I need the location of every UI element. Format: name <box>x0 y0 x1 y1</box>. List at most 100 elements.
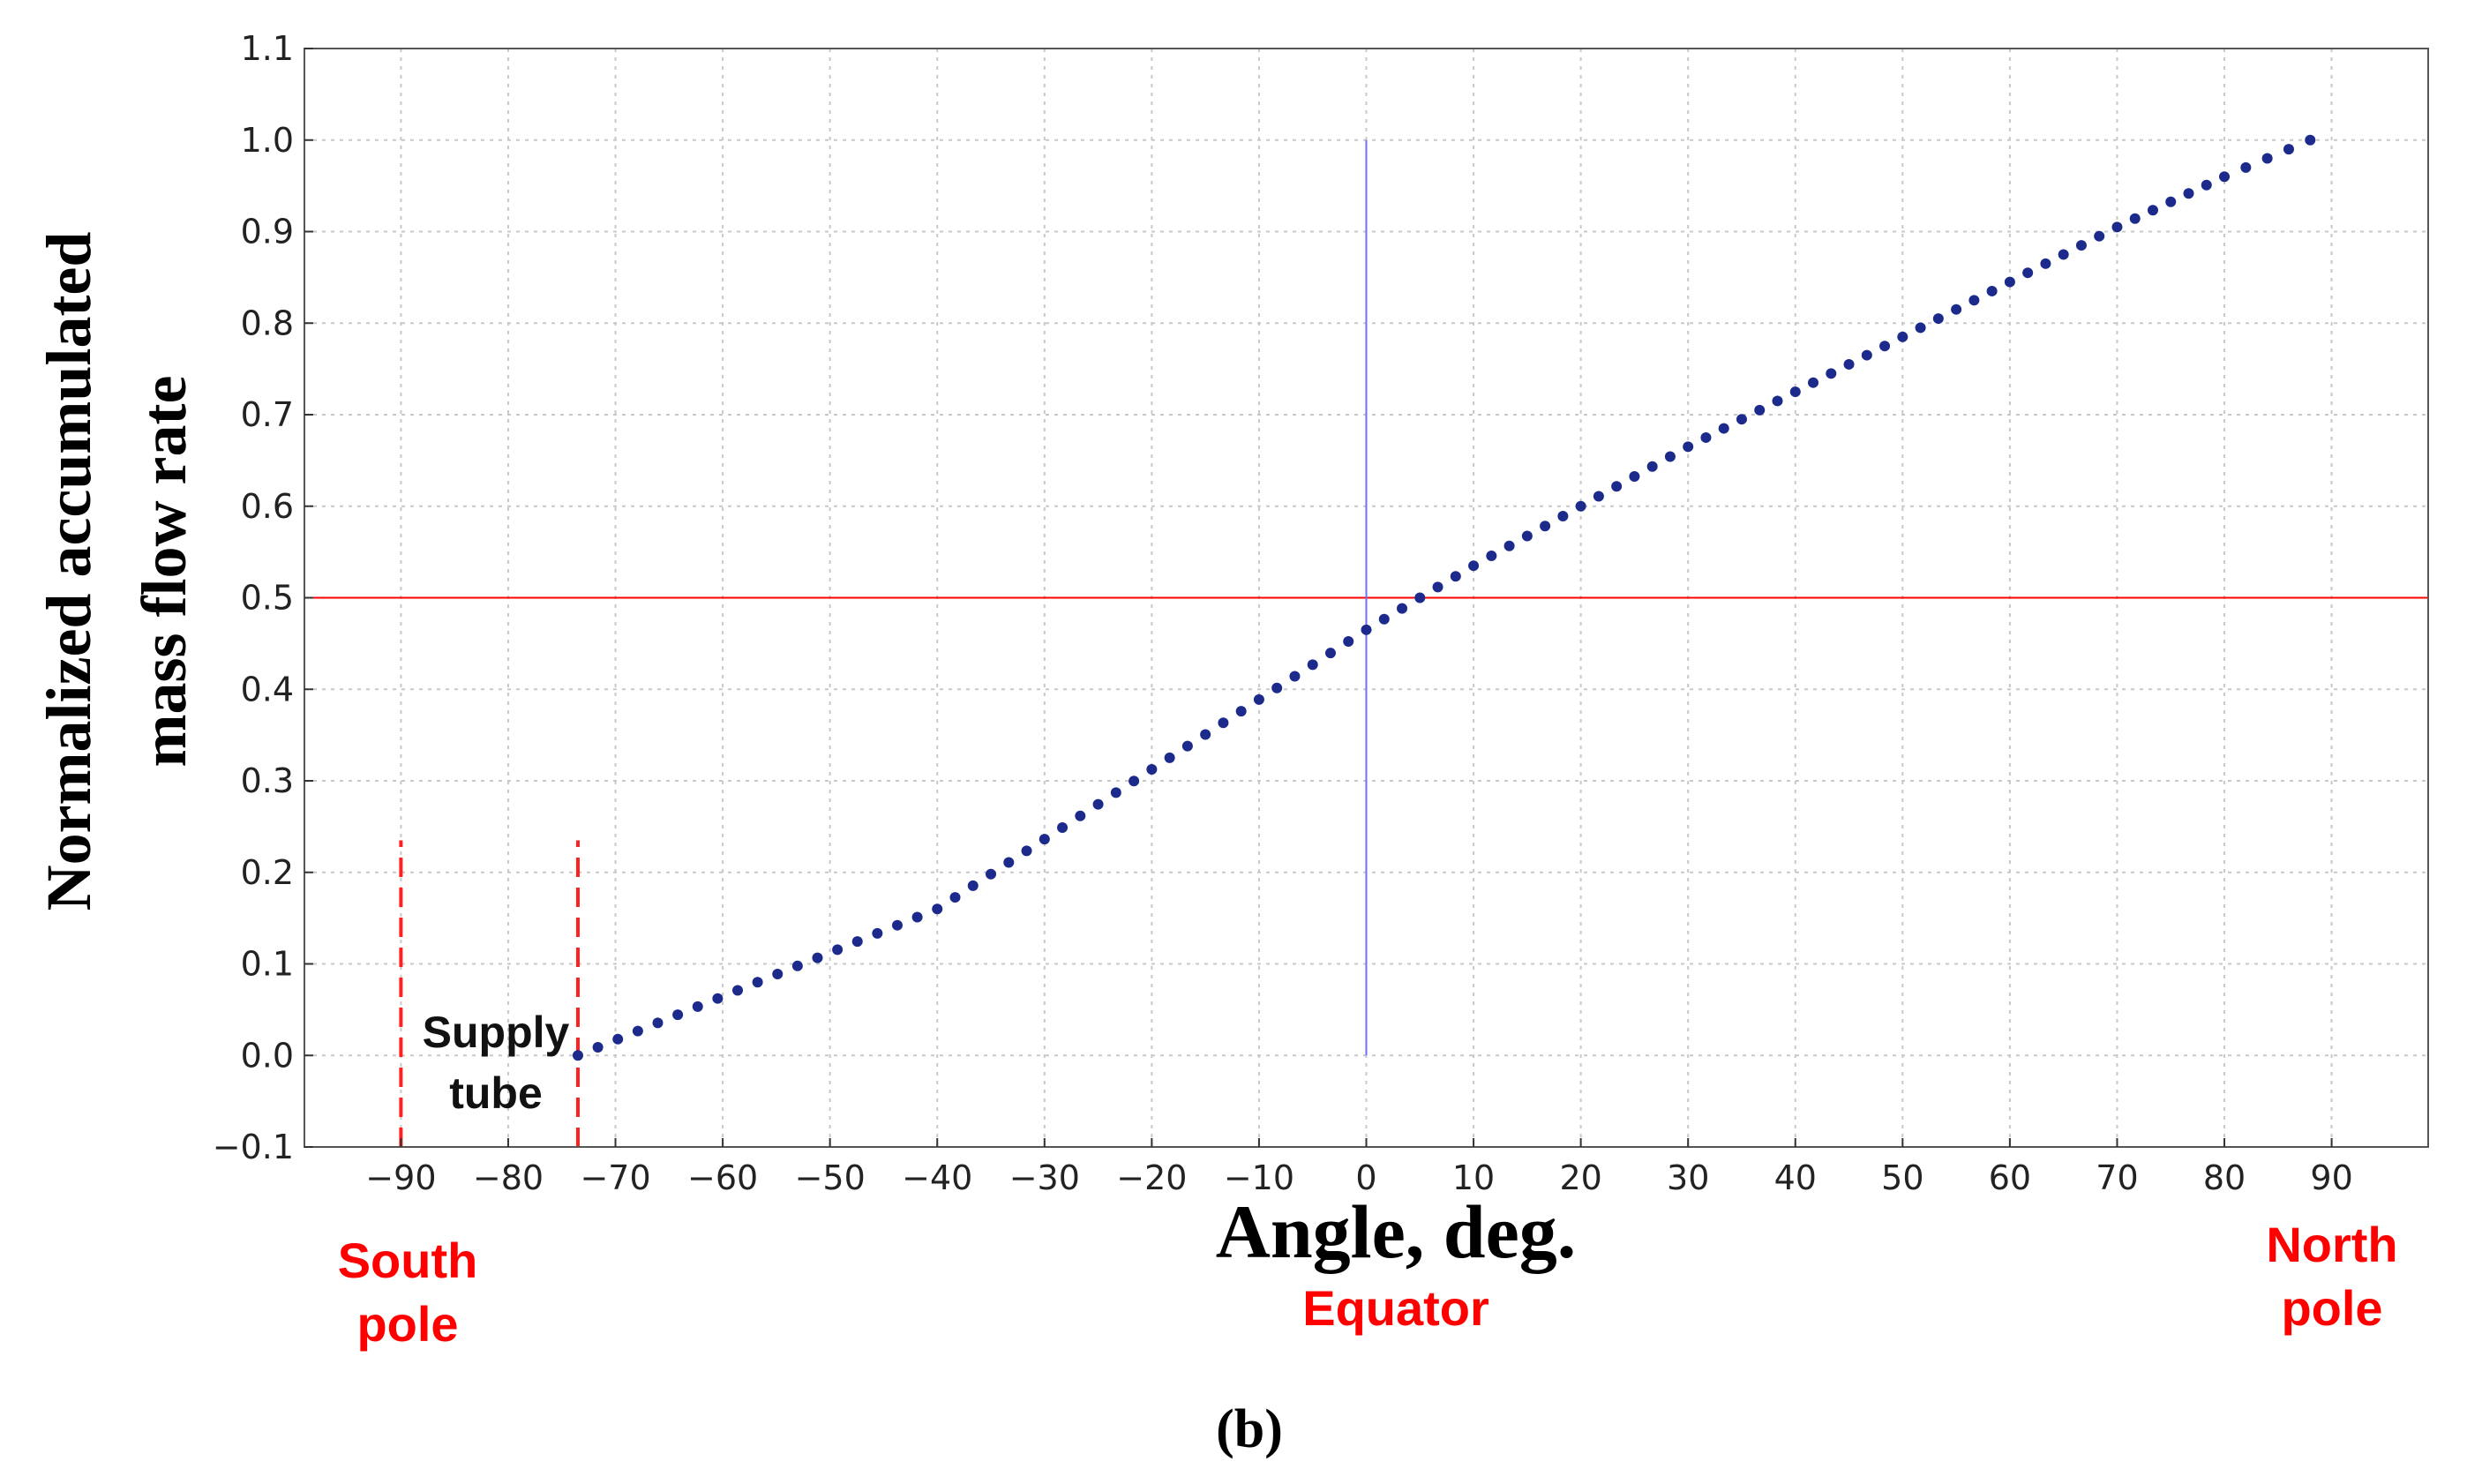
reference-lines <box>304 139 2428 1147</box>
curve-dot <box>1986 285 1998 296</box>
data-point <box>1789 386 1801 398</box>
curve-dot <box>2261 153 2273 164</box>
data-point <box>1897 331 1908 342</box>
curve-dot <box>692 1001 703 1012</box>
x-tick-label: 20 <box>1559 1158 1601 1197</box>
supply-tube-line-2: tube <box>449 1068 543 1118</box>
y-tick-label: 0.4 <box>241 670 294 708</box>
x-tick-label: 10 <box>1452 1158 1495 1197</box>
curve-dot <box>1486 550 1497 561</box>
curve-dot <box>2058 249 2069 260</box>
data-point <box>1468 560 1480 572</box>
curve-dot <box>812 952 823 963</box>
curve-dot <box>1932 313 1944 325</box>
curve-dot <box>1218 717 1229 729</box>
x-tick-label: −10 <box>1224 1158 1294 1197</box>
curve-dot <box>1772 395 1783 407</box>
curve-dot <box>1450 571 1461 582</box>
supply-tube-annotation: Supply tube <box>423 1008 570 1118</box>
curve-dot <box>851 936 863 948</box>
curve-dot <box>986 868 997 880</box>
curve-dot <box>872 927 883 939</box>
curve-dot <box>1414 592 1426 603</box>
north-pole-line-2: pole <box>2281 1280 2382 1336</box>
curve-dot <box>731 985 743 996</box>
curve-dot <box>2040 258 2051 269</box>
x-tick-label: 70 <box>2096 1158 2138 1197</box>
curve-dot <box>1861 349 1872 361</box>
y-tick-label: 0.9 <box>241 213 294 251</box>
curve-dot <box>1593 491 1604 502</box>
data-point <box>572 1050 583 1061</box>
curve-dot <box>1181 740 1193 752</box>
y-tick-label: 1.0 <box>241 121 294 160</box>
supply-tube-line-1: Supply <box>423 1008 570 1057</box>
curve-dot <box>2075 240 2087 251</box>
y-tick-label: 0.0 <box>241 1036 294 1075</box>
equator-label: Equator <box>1302 1280 1489 1336</box>
data-point <box>1361 624 1372 635</box>
south-pole-line-2: pole <box>356 1296 458 1352</box>
x-axis-title: Angle, deg. <box>1216 1189 1577 1274</box>
curve-dot <box>1235 706 1247 717</box>
y-axis-title-line-1: Normalized accumulated <box>34 232 104 911</box>
x-tick-label: 50 <box>1881 1158 1923 1197</box>
curve-dot <box>1521 530 1533 542</box>
curve-dot <box>1629 471 1640 483</box>
curve-dot <box>752 977 763 988</box>
curve-dot <box>1503 540 1515 551</box>
y-tick-label: 0.6 <box>241 487 294 526</box>
equator-annotation: Equator <box>1302 1280 1489 1336</box>
x-tick-label: 0 <box>1355 1158 1376 1197</box>
curve-dot <box>1646 461 1658 472</box>
y-axis-title-line-2: mass flow rate <box>129 376 199 768</box>
curve-dot <box>2183 188 2194 199</box>
curve-dot <box>652 1017 664 1029</box>
panel-label: (b) <box>1216 1399 1283 1459</box>
y-tick-label: 0.3 <box>241 761 294 800</box>
curve-dot <box>1397 603 1408 614</box>
curve-dot <box>1736 414 1747 425</box>
curve-dot <box>1021 845 1032 857</box>
curve-dot <box>1540 521 1551 532</box>
curve-dot <box>1289 671 1301 682</box>
x-tick-label: −90 <box>365 1158 436 1197</box>
curve-dot <box>2147 205 2158 216</box>
curve-dot <box>1968 295 1980 306</box>
x-tick-label: 60 <box>1989 1158 2031 1197</box>
curve-dot <box>1324 648 1336 659</box>
y-tick-label: −0.1 <box>213 1128 294 1166</box>
north-pole-line-1: North <box>2266 1217 2397 1272</box>
data-point <box>2305 134 2316 146</box>
data-point <box>1575 500 1586 512</box>
curve-dot <box>2283 144 2294 155</box>
curve-dot <box>2094 230 2105 242</box>
curve-dot <box>592 1042 604 1053</box>
curve-dot <box>967 880 979 891</box>
curve-dot <box>712 993 724 1004</box>
y-tick-label: 0.2 <box>241 853 294 892</box>
x-tick-label: −50 <box>795 1158 866 1197</box>
data-series <box>572 134 2316 1061</box>
curve-dot <box>672 1009 684 1021</box>
curve-dot <box>1039 834 1050 845</box>
y-tick-label: 0.1 <box>241 945 294 984</box>
curve-dot <box>1200 729 1211 740</box>
curve-dot <box>1611 481 1623 492</box>
curve-dot <box>1110 787 1121 798</box>
curve-dot <box>1808 377 1819 388</box>
curve-dot <box>832 944 844 956</box>
y-tick-label: 0.7 <box>241 395 294 434</box>
curve-dot <box>1343 635 1354 647</box>
curve-dot <box>1700 431 1712 443</box>
curve-dot <box>1075 810 1086 821</box>
x-tick-label: 80 <box>2203 1158 2246 1197</box>
data-point <box>2004 276 2015 288</box>
y-tick-label: 1.1 <box>241 29 294 68</box>
x-tick-label: −70 <box>580 1158 650 1197</box>
south-pole-annotation: South pole <box>338 1233 478 1352</box>
curve-dot <box>1271 682 1283 693</box>
north-pole-annotation: North pole <box>2266 1217 2397 1336</box>
curve-dot <box>1915 322 1926 334</box>
data-point <box>2219 171 2231 183</box>
